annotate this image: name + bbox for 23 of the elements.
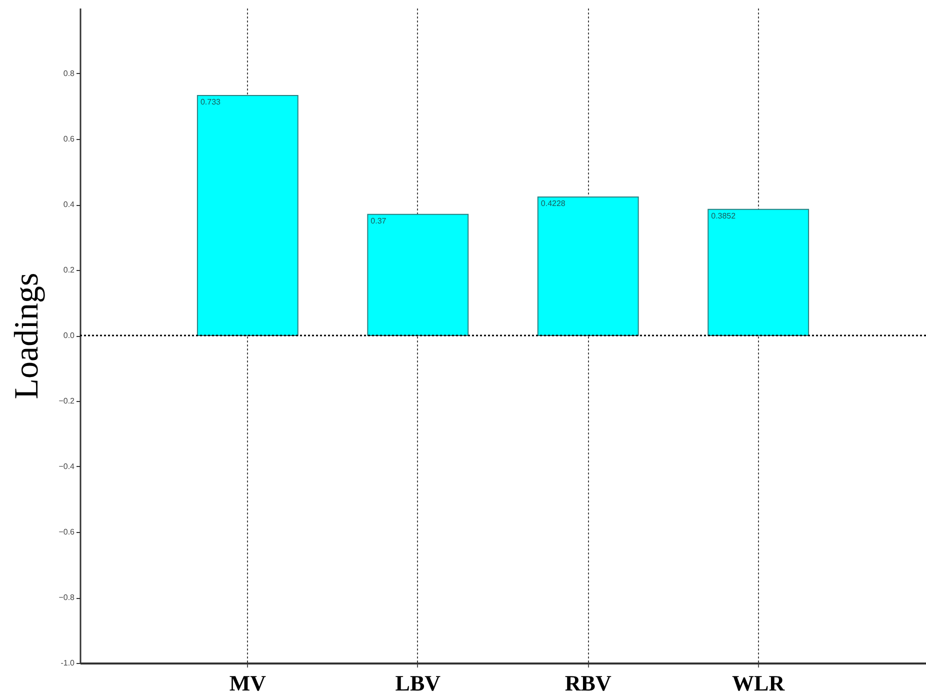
y-tick-label: 0.4 bbox=[63, 200, 76, 209]
y-axis-title: Loadings bbox=[8, 272, 46, 400]
y-tick-label: 0.6 bbox=[63, 134, 76, 144]
x-tick-label: LBV bbox=[395, 670, 441, 696]
y-tick-label: −0.8 bbox=[58, 593, 76, 602]
bar bbox=[708, 208, 810, 336]
data-label: 0.3852 bbox=[711, 211, 736, 220]
bar bbox=[196, 94, 298, 336]
data-label: 0.733 bbox=[200, 97, 222, 106]
data-label: 0.37 bbox=[370, 216, 387, 226]
y-tick-label: 0.0 bbox=[63, 331, 76, 340]
y-tick-label: −0.6 bbox=[58, 528, 76, 536]
bar bbox=[367, 214, 469, 336]
y-tick-label: −0.2 bbox=[58, 396, 76, 406]
x-tick-label: RBV bbox=[564, 670, 612, 696]
y-tick-label: -1.0 bbox=[60, 658, 76, 668]
data-label: 0.4228 bbox=[540, 199, 566, 208]
y-tick-label: 0.8 bbox=[63, 69, 76, 78]
bar bbox=[537, 196, 639, 336]
x-tick-label: MV bbox=[229, 670, 266, 696]
y-tick-label: 0.2 bbox=[63, 266, 76, 274]
y-tick-label: −0.4 bbox=[58, 462, 76, 471]
x-tick-label: WLR bbox=[732, 670, 786, 696]
